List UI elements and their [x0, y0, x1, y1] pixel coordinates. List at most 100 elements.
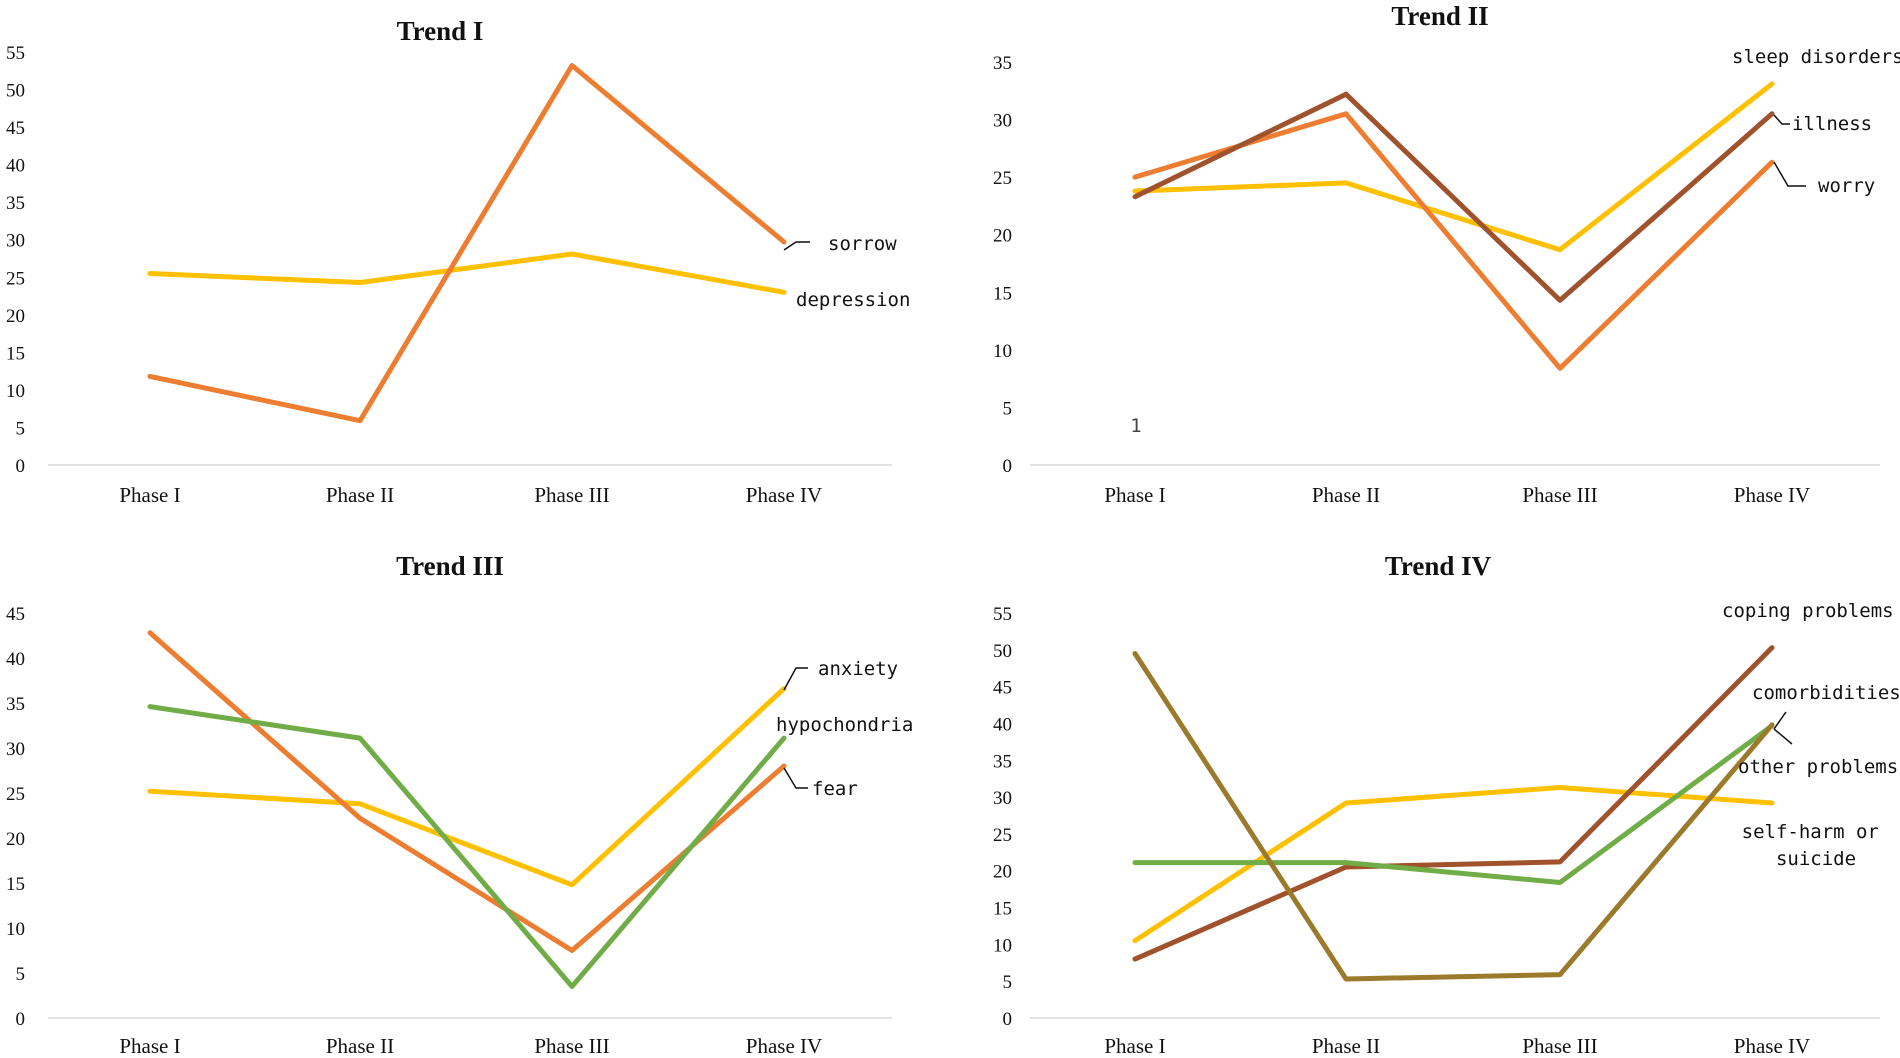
y-tick-label: 20 — [6, 306, 25, 327]
x-tick-label: Phase I — [1104, 1034, 1165, 1058]
y-tick-label: 15 — [993, 283, 1012, 304]
x-axis-ticks: Phase I Phase II Phase III Phase IV — [119, 483, 822, 507]
chart-trend-3: Trend III 0 5 10 15 20 25 30 35 40 45 Phase I Pha… — [6, 551, 913, 1058]
series-line-anxiety — [147, 686, 787, 888]
x-tick-label: Phase II — [1312, 483, 1380, 507]
y-tick-label: 20 — [993, 862, 1012, 883]
series-label-sorrow: sorrow — [828, 233, 897, 255]
y-tick-label: 20 — [6, 829, 25, 850]
x-tick-label: Phase III — [534, 1034, 609, 1058]
series-label-self-harm-or-suicide: self-harm or suicide — [1742, 821, 1891, 870]
y-tick-label: 30 — [993, 111, 1012, 132]
y-tick-label: 25 — [6, 784, 25, 805]
x-tick-label: Phase II — [326, 1034, 394, 1058]
y-tick-label: 35 — [6, 694, 25, 715]
y-tick-label: 5 — [16, 418, 26, 439]
series-labels: sorrow depression — [783, 233, 910, 311]
y-tick-label: 5 — [1003, 972, 1013, 993]
x-tick-label: Phase I — [119, 483, 180, 507]
series-labels: sleep disorders illness worry — [1732, 46, 1900, 197]
chart-trend-1: Trend I 0 5 10 15 20 25 30 35 40 45 50 55 Phase I P… — [6, 16, 910, 507]
series-label-fear: fear — [812, 778, 858, 800]
chart-trend-4: Trend IV 0 5 10 15 20 25 30 35 40 45 50 55 Phase I … — [993, 551, 1900, 1058]
leader-line — [1773, 114, 1790, 125]
y-tick-label: 45 — [6, 118, 25, 139]
x-tick-label: Phase III — [534, 483, 609, 507]
x-axis-ticks: Phase I Phase II Phase III Phase IV — [1104, 1034, 1810, 1058]
chart-title: Trend IV — [1385, 551, 1492, 581]
y-tick-label: 15 — [6, 343, 25, 364]
series-labels: coping problems comorbidities other prob… — [1722, 600, 1900, 870]
series-line-fear — [147, 630, 787, 953]
series-label-other-problems: other problems — [1738, 756, 1898, 778]
y-tick-label: 40 — [6, 156, 25, 177]
leader-line — [783, 667, 808, 691]
y-tick-label: 0 — [1003, 456, 1013, 477]
x-axis-ticks: Phase I Phase II Phase III Phase IV — [1104, 483, 1810, 507]
y-tick-label: 35 — [993, 53, 1012, 74]
series-label-worry: worry — [1818, 175, 1875, 197]
y-tick-label: 35 — [6, 193, 25, 214]
y-tick-label: 55 — [993, 604, 1012, 625]
chart-title: Trend II — [1391, 1, 1488, 31]
y-tick-label: 25 — [6, 268, 25, 289]
y-tick-label: 10 — [6, 919, 25, 940]
chart-trend-2: Trend II 0 5 10 15 20 25 30 35 Phase I Phase II… — [993, 1, 1900, 507]
y-tick-label: 0 — [16, 1009, 26, 1030]
series-line-sleep-disorders — [1132, 81, 1775, 253]
series-line-illness — [1132, 91, 1775, 303]
x-tick-label: Phase IV — [1734, 483, 1810, 507]
x-tick-label: Phase IV — [746, 1034, 822, 1058]
x-tick-label: Phase IV — [746, 483, 822, 507]
label-part: suicide — [1776, 848, 1856, 870]
y-tick-label: 45 — [993, 678, 1012, 699]
plot-area — [147, 63, 787, 424]
y-tick-label: 50 — [993, 641, 1012, 662]
chart-title: Trend I — [397, 16, 484, 46]
y-axis-ticks: 0 5 10 15 20 25 30 35 40 45 50 55 — [993, 604, 1012, 1030]
x-tick-label: Phase I — [119, 1034, 180, 1058]
series-line-coping-problems — [1132, 645, 1775, 962]
y-tick-label: 55 — [6, 43, 25, 64]
plot-area — [1132, 645, 1775, 982]
series-label-illness: illness — [1792, 113, 1872, 135]
y-axis-ticks: 0 5 10 15 20 25 30 35 40 45 — [6, 604, 25, 1030]
x-tick-label: Phase IV — [1734, 1034, 1810, 1058]
x-tick-label: Phase II — [326, 483, 394, 507]
leader-line — [1773, 728, 1793, 745]
y-tick-label: 35 — [993, 751, 1012, 772]
y-tick-label: 5 — [16, 964, 26, 985]
series-line-depression — [147, 251, 787, 295]
y-tick-label: 15 — [6, 874, 25, 895]
y-tick-label: 20 — [993, 226, 1012, 247]
x-tick-label: Phase I — [1104, 483, 1165, 507]
plot-area — [1132, 81, 1775, 371]
stray-annotation: 1 — [1130, 415, 1141, 437]
y-tick-label: 15 — [993, 899, 1012, 920]
y-tick-label: 30 — [993, 788, 1012, 809]
series-label-hypochondria: hypochondria — [776, 714, 913, 736]
x-tick-label: Phase II — [1312, 1034, 1380, 1058]
y-tick-label: 10 — [993, 341, 1012, 362]
label-part: self-harm or — [1742, 821, 1879, 843]
x-tick-label: Phase III — [1522, 483, 1597, 507]
y-tick-label: 10 — [993, 935, 1012, 956]
leader-line — [783, 767, 808, 789]
series-labels: anxiety hypochondria fear — [776, 658, 913, 800]
y-tick-label: 30 — [6, 231, 25, 252]
leader-line — [1773, 161, 1806, 187]
series-line-hypochondria — [147, 704, 787, 989]
chart-title: Trend III — [396, 551, 504, 581]
x-tick-label: Phase III — [1522, 1034, 1597, 1058]
series-label-depression: depression — [796, 289, 910, 311]
y-tick-label: 25 — [993, 825, 1012, 846]
y-tick-label: 50 — [6, 81, 25, 102]
leader-line — [783, 241, 810, 251]
y-tick-label: 0 — [16, 456, 26, 477]
series-line-comorbidities — [1132, 651, 1775, 982]
plot-area — [147, 630, 787, 989]
y-axis-ticks: 0 5 10 15 20 25 30 35 40 45 50 55 — [6, 43, 25, 477]
series-label-anxiety: anxiety — [818, 658, 898, 680]
y-tick-label: 5 — [1003, 398, 1013, 419]
